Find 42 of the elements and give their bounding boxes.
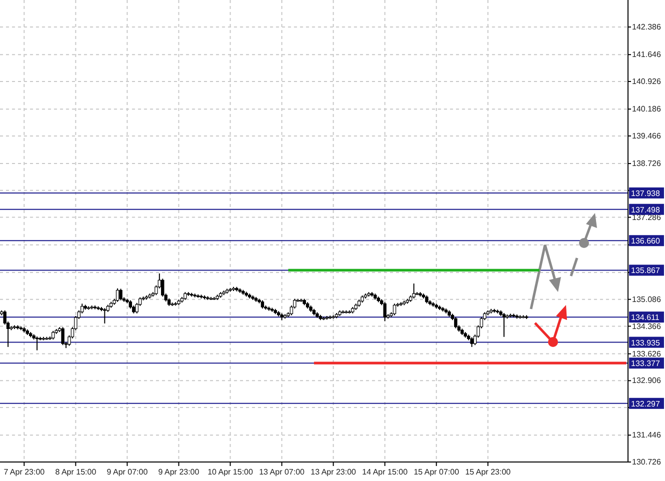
x-tick-label: 15 Apr 23:00 bbox=[465, 468, 512, 477]
x-tick-label: 15 Apr 07:00 bbox=[414, 468, 460, 477]
y-tick-label: 139.466 bbox=[632, 132, 662, 141]
x-tick-label: 13 Apr 23:00 bbox=[310, 468, 357, 477]
candlestick bbox=[116, 288, 120, 302]
y-tick-label: 142.386 bbox=[632, 22, 662, 32]
y-tick-label: 137.286 bbox=[632, 212, 662, 222]
ref-line-label: 137.938 bbox=[631, 188, 660, 198]
ref-line-label: 135.867 bbox=[631, 266, 660, 276]
candlestick bbox=[119, 288, 122, 301]
candlestick bbox=[502, 312, 506, 338]
y-tick-label: 135.086 bbox=[632, 294, 662, 304]
y-tick-label: 141.646 bbox=[632, 50, 662, 60]
ref-line-label: 133.935 bbox=[631, 338, 660, 348]
candlestick bbox=[454, 316, 458, 329]
candlestick bbox=[61, 326, 64, 346]
y-tick-label: 134.366 bbox=[632, 322, 662, 331]
candlestick bbox=[103, 308, 106, 324]
x-tick-label: 9 Apr 07:00 bbox=[106, 468, 148, 477]
candlestick bbox=[35, 336, 39, 351]
y-tick-label: 133.626 bbox=[632, 349, 662, 358]
candlestick bbox=[470, 336, 474, 348]
ref-line-label: 136.660 bbox=[631, 236, 660, 246]
candlestick bbox=[412, 283, 416, 299]
ref-line-label: 137.498 bbox=[631, 205, 660, 214]
ref-line-label: 134.611 bbox=[631, 313, 660, 322]
candlestick bbox=[383, 302, 386, 322]
y-tick-label: 140.926 bbox=[632, 77, 662, 86]
y-tick-label: 140.186 bbox=[632, 104, 662, 114]
y-tick-label: 131.446 bbox=[632, 430, 662, 440]
x-tick-label: 10 Apr 15:00 bbox=[208, 468, 254, 477]
ref-line-label: 132.297 bbox=[631, 399, 660, 408]
x-tick-label: 9 Apr 23:00 bbox=[158, 468, 200, 477]
ref-line-label: 133.377 bbox=[631, 359, 660, 368]
x-tick-label: 8 Apr 15:00 bbox=[55, 468, 97, 477]
x-tick-label: 14 Apr 15:00 bbox=[362, 468, 408, 477]
y-tick-label: 130.726 bbox=[632, 458, 662, 467]
candlestick bbox=[392, 303, 396, 316]
x-tick-label: 7 Apr 23:00 bbox=[4, 468, 46, 477]
y-tick-label: 138.726 bbox=[632, 159, 662, 168]
x-tick-label: 13 Apr 07:00 bbox=[259, 468, 306, 477]
y-tick-label: 132.906 bbox=[632, 376, 662, 386]
